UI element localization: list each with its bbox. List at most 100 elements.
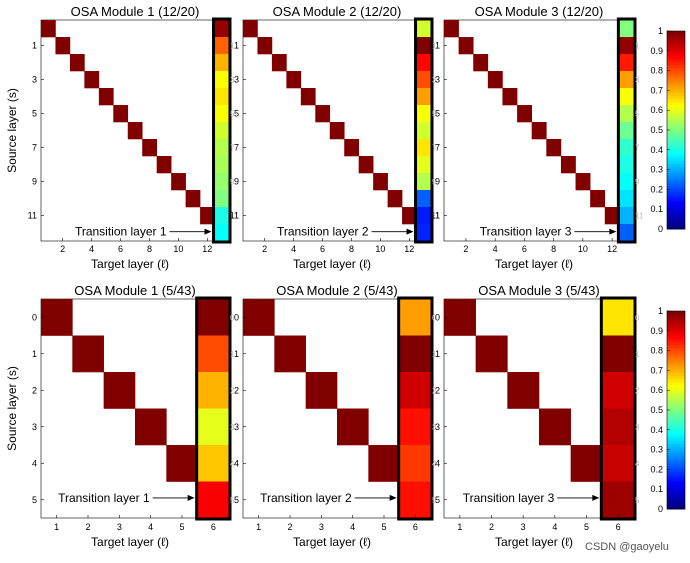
y-tick-label: 2 (32, 385, 37, 395)
x-tick-label: 3 (521, 522, 526, 532)
colorbar-swatch (667, 502, 685, 507)
panel-title: OSA Module 1 (12/20) (71, 4, 200, 19)
y-tick-label: 1 (234, 41, 239, 51)
diagonal-cell (166, 445, 198, 482)
colorbar-swatch (667, 123, 685, 128)
colorbar-swatch (667, 151, 685, 156)
transition-column-box (616, 17, 637, 244)
y-tick-label-right: 11 (230, 212, 239, 221)
transition-cell (416, 20, 432, 38)
x-tick-label: 3 (319, 522, 324, 532)
colorbar-swatch (667, 170, 685, 174)
colorbar-swatch (667, 487, 685, 491)
colorbar-swatch (667, 142, 685, 146)
colorbar-swatch (667, 102, 685, 106)
y-tick-label: 1 (32, 41, 37, 51)
transition-cell (416, 207, 432, 225)
colorbar-swatch (667, 216, 685, 221)
transition-cell (416, 88, 432, 106)
colorbar-swatch (667, 80, 685, 85)
colorbar-swatch (667, 154, 685, 159)
diagonal-cell (200, 207, 215, 225)
heatmap-panel-4: OSA Module 1 (5/43) 1 2 3 4 5 6 0 1 2 3 4 5 0 1 2 3 4 5 Tar… (5, 283, 235, 549)
transition-cell (619, 37, 635, 55)
y-tick-label-right: 1 (635, 350, 640, 359)
transition-cell (602, 445, 635, 482)
transition-cell (214, 105, 230, 123)
colorbar-swatch (667, 185, 685, 190)
x-tick-label: 4 (493, 244, 498, 254)
colorbar-tick-label: 0.5 (650, 405, 663, 415)
colorbar-swatch (667, 83, 685, 88)
x-tick-label: 6 (522, 244, 527, 254)
x-tick-label: 6 (320, 244, 325, 254)
transition-cell (197, 481, 230, 519)
x-axis-label: Target layer (ℓ) (91, 535, 169, 549)
y-tick-label: 5 (234, 109, 239, 119)
diagonal-cell (337, 408, 369, 446)
colorbar-tick-label: 0.7 (650, 85, 663, 95)
diagonal-cell (98, 88, 114, 106)
y-tick-label-right: 1 (635, 42, 640, 51)
colorbar-swatch (667, 207, 685, 211)
y-tick-label: 4 (435, 458, 440, 468)
annotation-arrowhead (406, 228, 414, 235)
colorbar-swatch (667, 348, 685, 352)
heatmap-panel-3: OSA Module 3 (12/20)2 4 6 8 10 12135791113579… (431, 4, 644, 271)
x-tick-label: 2 (489, 522, 494, 532)
x-tick-label: 4 (148, 522, 153, 532)
y-tick-label-right: 7 (635, 144, 640, 153)
diagonal-cell (286, 71, 302, 89)
diagonal-cell (402, 207, 417, 225)
transition-cell (619, 156, 635, 174)
colorbar-swatch (667, 188, 685, 193)
diagonal-cell (274, 335, 306, 373)
x-tick-label: 3 (117, 522, 122, 532)
colorbar-tick-label: 0.4 (650, 145, 663, 155)
colorbar-swatch (667, 471, 685, 476)
y-tick-label: 11 (28, 211, 37, 221)
colorbar-swatch (667, 425, 685, 430)
x-tick-label: 12 (202, 244, 212, 254)
transition-cell (214, 207, 230, 225)
y-tick-label-right: 1 (230, 42, 235, 51)
transition-cell (619, 20, 635, 38)
colorbar-swatch (667, 130, 685, 134)
colorbar-swatch (667, 493, 685, 498)
transition-cell (214, 20, 230, 38)
colorbar-swatch (667, 31, 685, 35)
y-tick-label-right: 7 (432, 144, 437, 153)
y-tick-label: 5 (234, 495, 239, 505)
colorbar-swatch (667, 391, 685, 396)
watermark: CSDN @gaoyelu (585, 541, 669, 553)
diagonal-cell (185, 190, 201, 208)
colorbar-swatch (667, 201, 685, 205)
colorbar-swatch (667, 225, 685, 230)
x-tick-label: 10 (173, 244, 183, 254)
colorbar-swatch (667, 105, 685, 109)
transition-cell (619, 71, 635, 89)
transition-cell (214, 54, 230, 72)
y-tick-label: 1 (435, 349, 440, 359)
colorbar-swatch (667, 434, 685, 439)
transition-cell (416, 122, 432, 140)
colorbar-swatch (667, 117, 685, 122)
transition-cell (197, 335, 230, 373)
transition-annotation: Transition layer 3 (480, 225, 572, 239)
transition-cell (214, 156, 230, 174)
y-tick-label-right: 5 (230, 110, 235, 119)
colorbar-tick-label: 0.8 (650, 66, 663, 76)
colorbar-swatch (667, 413, 685, 417)
y-tick-label: 3 (32, 422, 37, 432)
heatmap-panel-2: OSA Module 2 (12/20)2 4 6 8 10 12135791113579… (230, 4, 441, 271)
colorbar-swatch (667, 204, 685, 208)
colorbar-swatch (667, 351, 685, 355)
colorbar-swatch (667, 385, 685, 389)
transition-cell (619, 207, 635, 225)
transition-column-box (397, 296, 434, 521)
y-tick-label-right: 1 (432, 350, 437, 359)
panel-title: OSA Module 3 (5/43) (478, 283, 599, 298)
colorbar-swatch (667, 157, 685, 162)
y-tick-label-right: 3 (230, 423, 235, 432)
y-tick-label: 7 (435, 143, 440, 153)
